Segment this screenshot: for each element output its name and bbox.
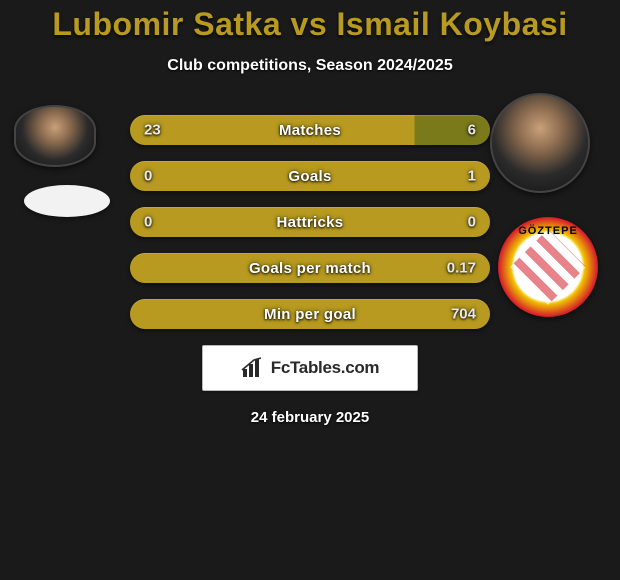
stat-label: Goals per match [249, 260, 371, 277]
stat-value-right: 0 [468, 214, 476, 231]
player-left-avatar [14, 105, 96, 167]
bar-chart-icon [241, 356, 265, 380]
generated-date: 24 february 2025 [0, 409, 620, 426]
stat-value-right: 704 [451, 306, 476, 323]
stat-row: 0 Hattricks 0 [130, 207, 490, 237]
stats-area: 23 Matches 6 0 Goals 1 0 Hattricks 0 Goals per ma… [0, 115, 620, 426]
stat-value-right: 6 [468, 122, 476, 139]
stat-row: Min per goal 704 [130, 299, 490, 329]
brand-box: FcTables.com [202, 345, 418, 391]
stat-value-left: 23 [144, 122, 161, 139]
stat-row: 0 Goals 1 [130, 161, 490, 191]
stat-value-left: 0 [144, 214, 152, 231]
brand-text: FcTables.com [271, 358, 380, 378]
stat-value-right: 0.17 [447, 260, 476, 277]
comparison-title: Lubomir Satka vs Ismail Koybasi [0, 6, 620, 43]
player-right-club-badge [498, 217, 598, 317]
stat-label: Goals [288, 168, 331, 185]
stat-row: Goals per match 0.17 [130, 253, 490, 283]
stat-label: Hattricks [277, 214, 344, 231]
stat-label: Min per goal [264, 306, 356, 323]
stat-value-left: 0 [144, 168, 152, 185]
stat-label: Matches [279, 122, 341, 139]
stat-rows: 23 Matches 6 0 Goals 1 0 Hattricks 0 Goals per ma… [130, 115, 490, 329]
player-left-club-badge [24, 185, 110, 217]
stat-value-right: 1 [468, 168, 476, 185]
comparison-subtitle: Club competitions, Season 2024/2025 [0, 57, 620, 75]
player-right-avatar [490, 93, 590, 193]
stat-row: 23 Matches 6 [130, 115, 490, 145]
